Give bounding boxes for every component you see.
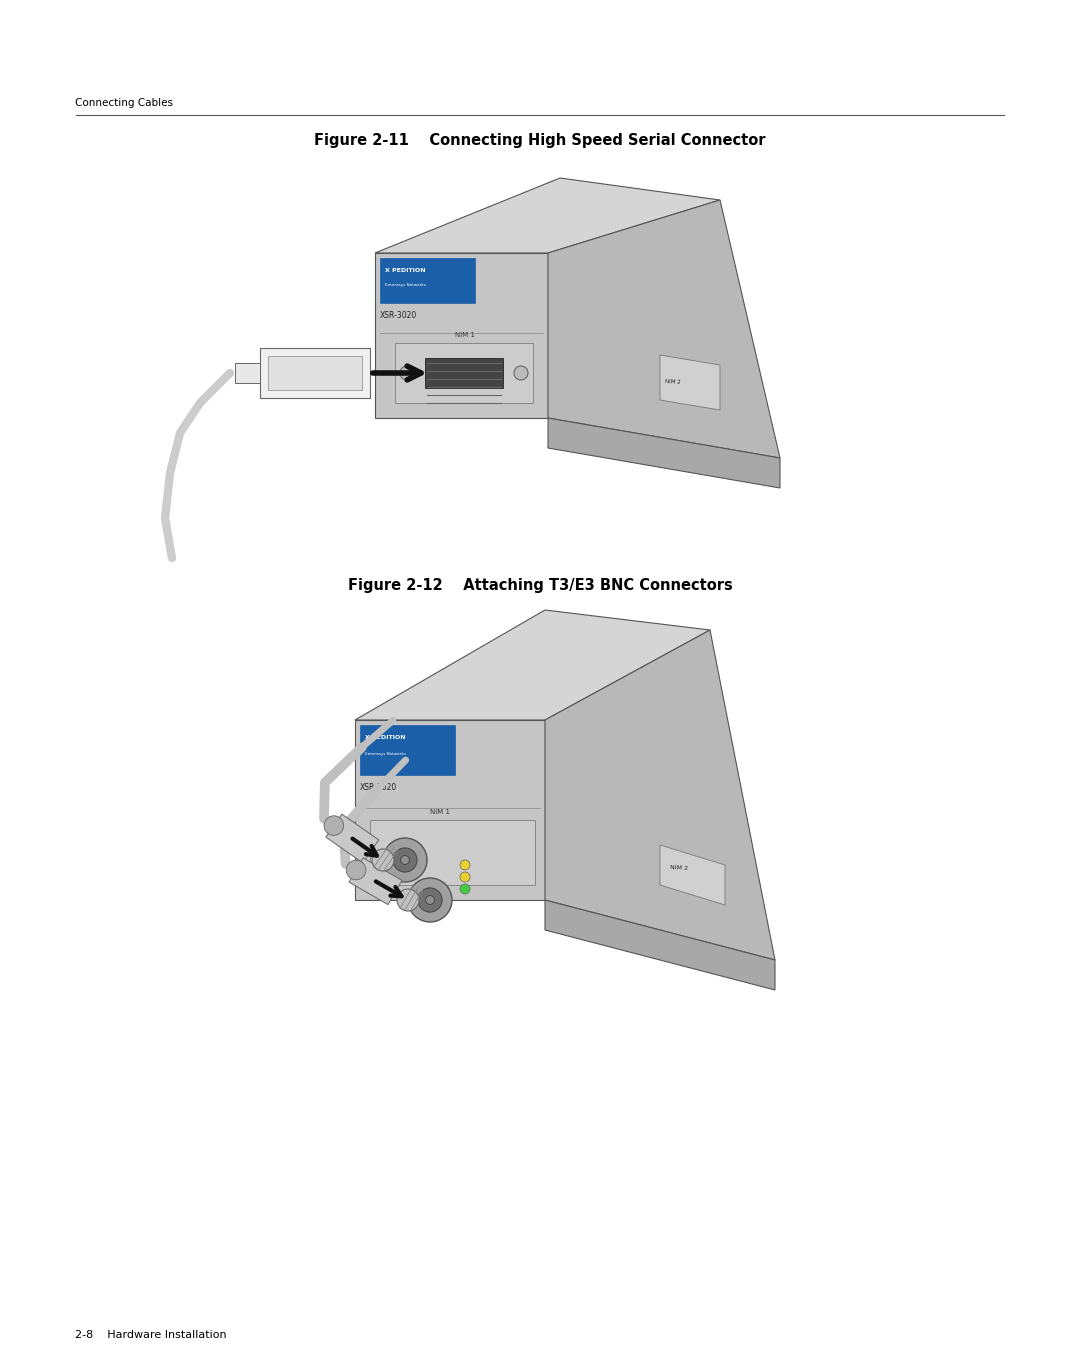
Polygon shape: [382, 850, 399, 873]
Text: Figure 2-11    Connecting High Speed Serial Connector: Figure 2-11 Connecting High Speed Serial…: [314, 134, 766, 149]
Polygon shape: [405, 887, 419, 910]
Polygon shape: [548, 201, 780, 458]
Polygon shape: [374, 846, 389, 868]
Text: NIM 1: NIM 1: [430, 809, 450, 816]
Circle shape: [426, 896, 434, 904]
Polygon shape: [548, 417, 780, 488]
Polygon shape: [375, 177, 720, 252]
Circle shape: [397, 889, 419, 911]
Circle shape: [460, 872, 470, 883]
Polygon shape: [355, 720, 545, 900]
Polygon shape: [370, 820, 535, 885]
Polygon shape: [378, 847, 394, 870]
Polygon shape: [400, 884, 414, 908]
Text: Enterasys Networks: Enterasys Networks: [365, 752, 406, 756]
Text: X PEDITION: X PEDITION: [384, 267, 426, 273]
Polygon shape: [355, 610, 710, 720]
Text: Enterasys Networks: Enterasys Networks: [384, 282, 426, 286]
Circle shape: [514, 366, 528, 381]
Circle shape: [400, 366, 414, 381]
Polygon shape: [660, 355, 720, 411]
Circle shape: [383, 837, 427, 883]
Polygon shape: [375, 252, 548, 417]
Polygon shape: [660, 846, 725, 904]
Polygon shape: [380, 258, 475, 303]
Text: NIM 2: NIM 2: [670, 865, 688, 872]
Polygon shape: [545, 900, 775, 990]
Text: NIM 1: NIM 1: [455, 331, 475, 338]
Polygon shape: [395, 342, 534, 402]
Text: Connecting Cables: Connecting Cables: [75, 98, 173, 108]
Circle shape: [347, 861, 366, 880]
Text: X PEDITION: X PEDITION: [365, 735, 406, 741]
Polygon shape: [426, 357, 503, 387]
Circle shape: [408, 878, 453, 922]
Circle shape: [393, 848, 417, 872]
Polygon shape: [235, 363, 260, 383]
Circle shape: [418, 888, 442, 913]
Text: Figure 2-12    Attaching T3/E3 BNC Connectors: Figure 2-12 Attaching T3/E3 BNC Connecto…: [348, 578, 732, 593]
Circle shape: [324, 816, 343, 835]
Polygon shape: [260, 348, 370, 398]
Polygon shape: [545, 630, 775, 960]
Polygon shape: [410, 888, 424, 913]
Polygon shape: [326, 814, 379, 863]
Circle shape: [401, 855, 409, 865]
Text: NIM 2: NIM 2: [665, 379, 680, 385]
Circle shape: [372, 848, 394, 872]
Text: XSR-3020: XSR-3020: [380, 311, 417, 321]
Polygon shape: [349, 858, 402, 904]
Polygon shape: [360, 726, 455, 775]
Circle shape: [460, 884, 470, 893]
Polygon shape: [268, 356, 362, 390]
Text: XSR-3020: XSR-3020: [360, 783, 397, 792]
Circle shape: [460, 859, 470, 870]
Text: 2-8    Hardware Installation: 2-8 Hardware Installation: [75, 1330, 227, 1339]
